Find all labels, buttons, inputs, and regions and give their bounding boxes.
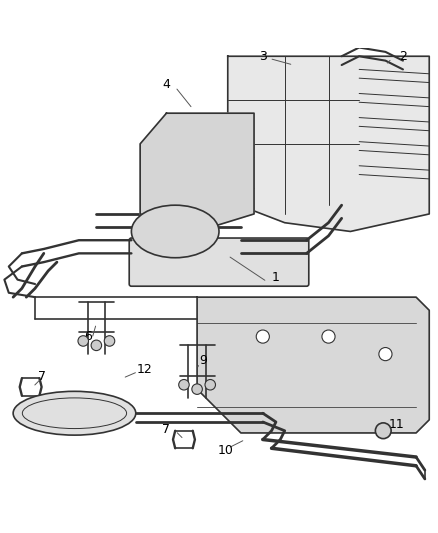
Text: 11: 11 xyxy=(389,418,404,431)
Text: 8: 8 xyxy=(55,407,63,419)
Text: 12: 12 xyxy=(137,363,152,376)
Polygon shape xyxy=(228,56,429,231)
Circle shape xyxy=(91,340,102,351)
Ellipse shape xyxy=(131,205,219,258)
Circle shape xyxy=(375,423,391,439)
Text: 2: 2 xyxy=(399,50,407,63)
Circle shape xyxy=(322,330,335,343)
Circle shape xyxy=(256,330,269,343)
Polygon shape xyxy=(140,113,254,231)
Text: 7: 7 xyxy=(162,423,170,436)
Circle shape xyxy=(104,336,115,346)
Text: 5: 5 xyxy=(191,233,199,247)
Text: 7: 7 xyxy=(38,369,46,383)
Text: 6: 6 xyxy=(84,330,92,343)
Circle shape xyxy=(379,348,392,361)
Ellipse shape xyxy=(22,398,127,429)
Text: 3: 3 xyxy=(259,50,267,63)
Text: 9: 9 xyxy=(200,354,208,367)
FancyBboxPatch shape xyxy=(129,238,309,286)
Circle shape xyxy=(192,384,202,394)
Text: 4: 4 xyxy=(162,78,170,91)
Text: 10: 10 xyxy=(218,444,233,457)
Circle shape xyxy=(205,379,215,390)
Circle shape xyxy=(179,379,189,390)
Ellipse shape xyxy=(13,391,136,435)
Circle shape xyxy=(78,336,88,346)
Polygon shape xyxy=(197,297,429,433)
Text: 1: 1 xyxy=(272,271,280,284)
